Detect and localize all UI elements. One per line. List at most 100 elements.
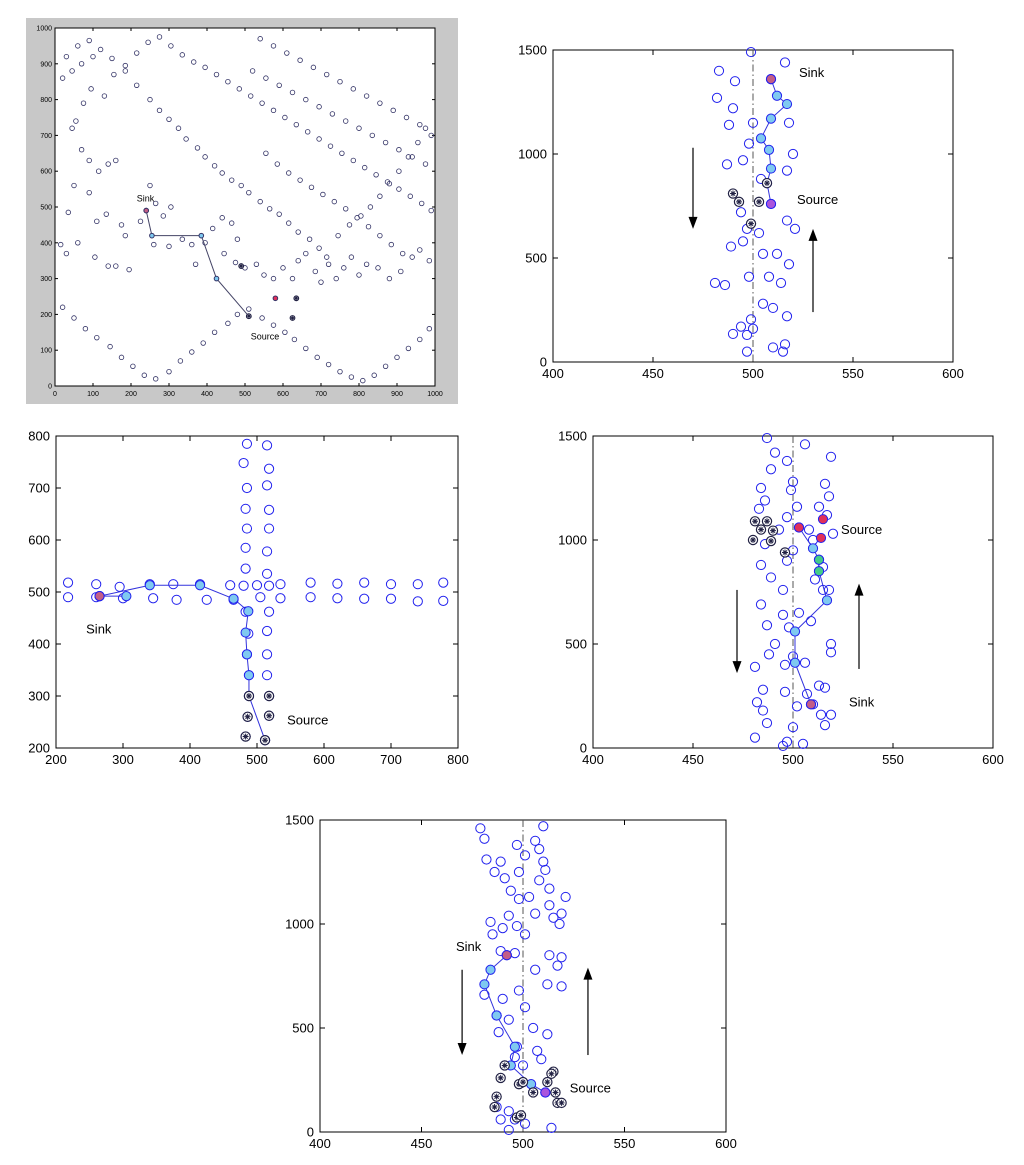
annotation-sink: Sink [849, 694, 875, 709]
vehicle-node [544, 950, 555, 961]
vehicle-node [394, 354, 400, 361]
vehicle-node [263, 463, 275, 474]
vehicle-node [519, 1002, 531, 1013]
vehicle-node [329, 111, 336, 117]
vehicle-node [324, 254, 330, 260]
vehicle-node [398, 268, 404, 275]
vehicle-node [335, 232, 341, 239]
vehicle-node [532, 1045, 543, 1056]
relay-node [789, 657, 801, 668]
vehicle-node [405, 154, 412, 160]
vehicle-node [305, 577, 316, 588]
vehicle-node [749, 661, 761, 672]
vehicle-node [388, 241, 394, 248]
vehicle-node [137, 218, 144, 225]
vehicle-node [519, 850, 531, 861]
vehicle-node [145, 39, 151, 46]
vehicle-node [509, 1052, 520, 1063]
y-tick-label: 800 [28, 429, 50, 444]
vehicle-node [101, 93, 108, 99]
vehicle-node [331, 198, 337, 205]
star-mark [491, 1104, 498, 1111]
vehicle-node [528, 1022, 539, 1034]
vehicle-node [86, 37, 92, 44]
vehicle-node [189, 349, 195, 355]
vehicle-node [503, 1124, 514, 1136]
star-mark [748, 220, 754, 227]
vehicle-node [815, 709, 827, 720]
vehicle-node [122, 68, 128, 74]
vehicle-node [779, 659, 791, 670]
vehicle-node [519, 929, 531, 940]
vehicle-node [122, 232, 128, 239]
vehicle-node [530, 964, 541, 975]
relay-node [241, 649, 253, 660]
vehicle-node [737, 236, 749, 247]
vehicle-node [556, 952, 567, 963]
vehicle-node [779, 339, 791, 350]
vehicle-node [755, 599, 767, 610]
vehicle-node [63, 53, 70, 60]
vehicle-node [241, 482, 253, 494]
vehicle-node [247, 93, 254, 99]
y-tick-label: 500 [565, 637, 587, 652]
vehicle-node [118, 354, 125, 361]
sink-node [501, 950, 512, 961]
vehicle-node [777, 740, 789, 752]
vehicle-node [493, 1027, 504, 1038]
chart-panel-bottom-center: 400 450 500 550 600 0 500 1000 1500 Sink Source [285, 813, 737, 1151]
vehicle-node [94, 218, 100, 225]
vehicle-node [270, 275, 277, 282]
vehicle-node [809, 574, 821, 585]
star-mark [530, 1089, 537, 1096]
vehicle-node [377, 100, 383, 106]
relay-node [763, 144, 775, 155]
vehicle-node [263, 75, 269, 81]
annotation-sink: Sink [456, 939, 482, 954]
vehicle-node [348, 254, 355, 260]
vehicle-node [284, 50, 290, 56]
relay-node [771, 90, 783, 101]
vehicle-node [727, 328, 739, 340]
vehicle-node [295, 258, 301, 264]
vehicle-node [211, 329, 218, 335]
vehicle-node [168, 43, 174, 49]
relay-node [755, 133, 767, 144]
vehicle-node [221, 250, 227, 257]
annotation-source: Source [570, 1080, 611, 1095]
vehicle-node [542, 1029, 553, 1040]
vehicle-node [297, 57, 303, 63]
marked-node-red [793, 522, 805, 533]
vehicle-node [324, 71, 330, 78]
annotation-source: Source [287, 713, 328, 728]
vehicle-node [348, 374, 355, 380]
vehicle-node [377, 232, 383, 239]
y-tick-label: 600 [40, 169, 52, 176]
vehicle-node [359, 577, 370, 588]
vehicle-node [825, 451, 837, 462]
vehicle-node [280, 265, 286, 271]
vehicle-node [59, 75, 66, 81]
y-tick-label: 0 [540, 355, 547, 370]
vehicle-node [384, 179, 391, 185]
vehicle-node [261, 625, 273, 637]
vehicle-node [75, 240, 81, 246]
vehicle-node [390, 107, 396, 114]
vehicle-node [767, 302, 779, 314]
star-mark [558, 1099, 565, 1106]
vehicle-node [747, 323, 759, 334]
vehicle-node [757, 248, 769, 259]
vehicle-node [783, 259, 795, 270]
vehicle-node [417, 247, 423, 253]
vehicle-node [325, 361, 332, 368]
star-mark [764, 518, 770, 525]
vehicle-node [373, 172, 379, 178]
star-mark [730, 190, 736, 197]
y-tick-label: 100 [40, 348, 52, 355]
vehicle-node [781, 215, 793, 226]
vehicle-node [58, 241, 64, 248]
y-tick-label: 300 [28, 689, 50, 704]
vehicle-node [286, 220, 292, 226]
vehicle-node [111, 71, 117, 78]
vehicle-node [819, 720, 831, 731]
